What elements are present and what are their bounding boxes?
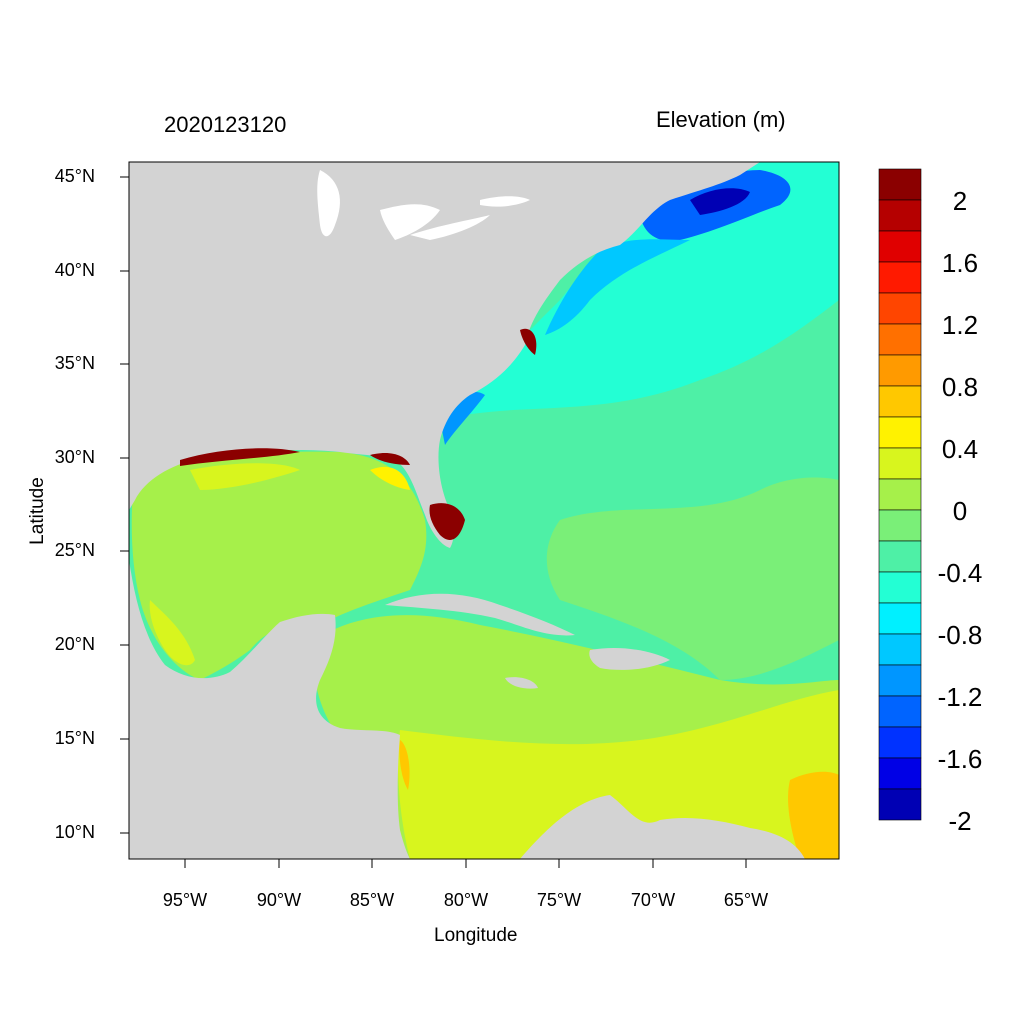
colorbar-label: -0.8	[937, 620, 983, 650]
colorbar-swatch	[878, 540, 922, 573]
hispaniola-land	[589, 648, 670, 670]
x-axis-title: Longitude	[434, 925, 518, 946]
lon-tick-label: 80°W	[443, 890, 489, 910]
colorbar-swatch	[878, 354, 922, 387]
colorbar-swatch	[878, 664, 922, 697]
lat-tick-label: 25°N	[54, 540, 95, 560]
mexico-central-america-land	[129, 560, 410, 859]
louisiana-coast-high	[180, 448, 300, 466]
panhandle-high	[370, 453, 410, 465]
colorbar-swatch	[878, 261, 922, 294]
north-america-land	[129, 162, 760, 548]
lat-tick-label: 15°N	[54, 728, 95, 748]
lon-tick-label: 70°W	[630, 890, 676, 910]
colorbar-swatch	[878, 633, 922, 666]
map-variable-title: Elevation (m)	[656, 107, 786, 132]
lon-tick-label: 95°W	[162, 890, 208, 910]
southeast-corner-orange	[788, 771, 839, 859]
lat-tick-label: 30°N	[54, 447, 95, 467]
colorbar-swatch	[878, 323, 922, 356]
colorbar-label: 0	[952, 496, 968, 526]
colorbar-swatch	[878, 199, 922, 232]
gulf-west-yellow	[149, 600, 195, 666]
lat-tick-label: 40°N	[54, 260, 95, 280]
colorbar-swatch	[878, 230, 922, 263]
map-plot-area	[129, 162, 839, 859]
colorbar-swatch	[878, 385, 922, 418]
colorbar-swatch	[878, 788, 922, 821]
caribbean-south-yellow	[398, 690, 839, 859]
lake-erie	[410, 215, 490, 240]
lat-tick-label: 35°N	[54, 353, 95, 373]
colorbar-swatch	[878, 695, 922, 728]
colorbar-swatch	[878, 509, 922, 542]
shelf-blue-band	[545, 239, 690, 335]
atlantic-cyan-region	[440, 162, 839, 420]
gulf-of-maine-deep	[690, 188, 750, 215]
lake-huron	[380, 204, 440, 240]
colorbar-swatch	[878, 416, 922, 449]
chesapeake-high	[520, 328, 537, 355]
map-timestamp-title: 2020123120	[164, 112, 287, 137]
lon-tick-marks	[184, 859, 747, 868]
colorbar-label: 0.4	[941, 434, 979, 464]
lon-tick-label: 65°W	[723, 890, 769, 910]
colorbar-label: 1.2	[941, 310, 979, 340]
georgia-shelf-blue	[440, 391, 485, 445]
colorbar-swatch	[878, 478, 922, 511]
lat-tick-label: 10°N	[54, 822, 95, 842]
colorbar-label: 1.6	[941, 248, 979, 278]
gulf-north-yellow	[190, 463, 300, 490]
colorbar	[878, 168, 922, 821]
y-axis-title: Latitude	[27, 477, 48, 545]
colorbar-swatch	[878, 168, 922, 201]
gulf-of-mexico	[131, 451, 427, 680]
lon-tick-label: 90°W	[256, 890, 302, 910]
colorbar-label: -2	[948, 806, 972, 836]
south-florida-high	[429, 503, 465, 540]
colorbar-label: -0.4	[937, 558, 983, 588]
cuba-land	[385, 593, 575, 636]
big-bend-yellow	[370, 466, 410, 490]
colorbar-label: 2	[952, 186, 968, 216]
lake-ontario	[480, 196, 530, 207]
lake-michigan	[317, 170, 340, 237]
colorbar-label: 0.8	[941, 372, 979, 402]
lon-tick-label: 85°W	[349, 890, 395, 910]
lat-tick-marks	[120, 176, 129, 834]
lat-tick-label: 45°N	[54, 166, 95, 186]
colorbar-swatch	[878, 447, 922, 480]
colorbar-swatch	[878, 602, 922, 635]
colorbar-swatch	[878, 292, 922, 325]
honduras-coast-orange	[399, 740, 410, 790]
colorbar-swatch	[878, 571, 922, 604]
east-atlantic-green	[546, 477, 839, 680]
lat-tick-label: 20°N	[54, 634, 95, 654]
map-frame	[128, 161, 840, 860]
colorbar-swatch	[878, 757, 922, 790]
south-america-land	[520, 795, 805, 859]
jamaica-land	[505, 677, 538, 689]
lon-tick-label: 75°W	[536, 890, 582, 910]
colorbar-swatch	[878, 726, 922, 759]
colorbar-label: -1.2	[937, 682, 983, 712]
colorbar-label: -1.6	[937, 744, 983, 774]
